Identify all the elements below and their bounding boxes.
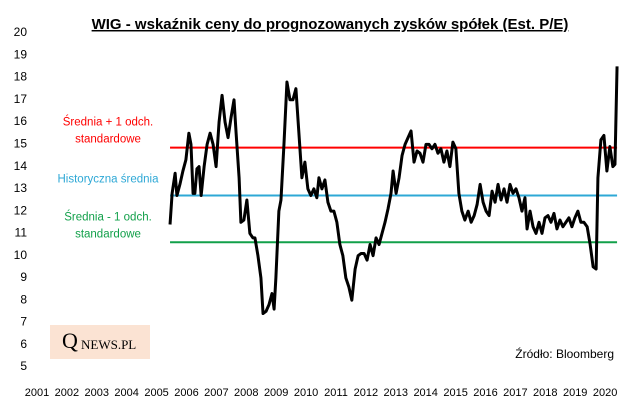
source-note: Źródło: Bloomberg (515, 346, 614, 361)
reference-label: Średnia - 1 odch. (64, 210, 152, 223)
y-tick-label: 15 (14, 137, 28, 151)
logo-text: NEWS.PL (81, 337, 136, 352)
y-tick-label: 17 (14, 92, 28, 106)
x-tick-label: 2015 (443, 387, 467, 399)
y-tick-label: 18 (14, 70, 28, 84)
x-tick-label: 2003 (85, 387, 109, 399)
y-tick-label: 19 (14, 47, 28, 61)
x-tick-label: 2009 (264, 387, 288, 399)
x-tick-label: 2004 (114, 387, 138, 399)
y-tick-label: 5 (20, 359, 27, 373)
x-tick-label: 2002 (55, 387, 79, 399)
x-tick-label: 2008 (234, 387, 258, 399)
x-tick-label: 2020 (593, 387, 617, 399)
y-tick-label: 10 (14, 248, 28, 262)
y-tick-label: 13 (14, 181, 28, 195)
x-tick-label: 2014 (413, 387, 437, 399)
x-tick-label: 2019 (563, 387, 587, 399)
y-tick-label: 8 (20, 292, 27, 306)
logo-mark: Q (62, 328, 78, 353)
logo-box (50, 325, 150, 359)
x-tick-label: 2016 (473, 387, 497, 399)
y-tick-label: 20 (14, 25, 28, 39)
x-tick-label: 2007 (204, 387, 228, 399)
y-tick-label: 11 (15, 226, 28, 240)
x-tick-label: 2013 (384, 387, 408, 399)
y-tick-label: 16 (14, 114, 28, 128)
x-tick-label: 2006 (174, 387, 198, 399)
reference-label: standardowe (75, 228, 141, 240)
y-tick-label: 6 (20, 337, 27, 351)
x-tick-label: 2001 (25, 387, 49, 399)
y-tick-label: 14 (14, 159, 28, 173)
reference-label: Średnia + 1 odch. (63, 116, 153, 129)
chart-title: WIG - wskaźnik ceny do prognozowanych zy… (92, 16, 569, 33)
y-tick-label: 12 (14, 203, 28, 217)
x-tick-label: 2012 (354, 387, 378, 399)
x-tick-label: 2017 (503, 387, 527, 399)
x-tick-label: 2011 (324, 387, 348, 399)
x-tick-label: 2018 (533, 387, 557, 399)
x-tick-label: 2005 (144, 387, 168, 399)
y-tick-label: 9 (20, 270, 27, 284)
data-line (168, 66, 619, 316)
reference-label: standardowe (75, 134, 141, 146)
y-tick-label: 7 (20, 315, 27, 329)
x-tick-label: 2010 (294, 387, 318, 399)
reference-label: Historyczna średnia (58, 174, 160, 186)
